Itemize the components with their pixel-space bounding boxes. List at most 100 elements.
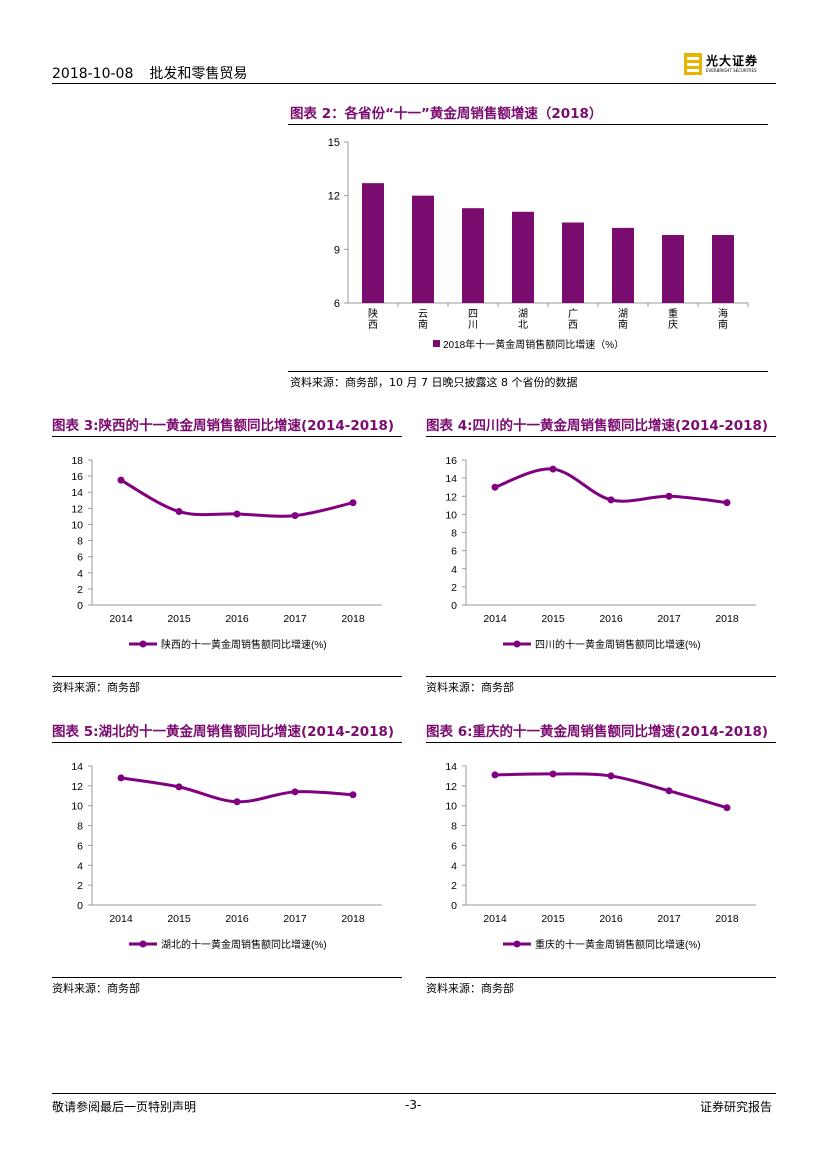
fig3-data-point bbox=[175, 508, 183, 516]
fig6-x-tick-label: 2018 bbox=[715, 913, 739, 925]
fig4-y-tick-label: 6 bbox=[451, 546, 457, 558]
fig2-bottom-rule bbox=[288, 371, 768, 372]
fig2-x-label: 海南 bbox=[718, 307, 728, 331]
fig6-y-tick-label: 6 bbox=[451, 840, 457, 852]
fig3-y-tick-label: 8 bbox=[77, 536, 83, 548]
fig2-bar bbox=[612, 227, 634, 303]
fig5-x-tick-label: 2015 bbox=[167, 913, 191, 925]
fig2-y-tick-label: 6 bbox=[334, 298, 340, 310]
fig5-x-tick-label: 2014 bbox=[109, 913, 133, 925]
fig2-x-label: 湖南 bbox=[618, 308, 628, 331]
fig6-title-rule bbox=[426, 742, 776, 743]
fig4-title: 图表 4:四川的十一黄金周销售额同比增速(2014-2018) bbox=[426, 418, 769, 434]
fig2-x-label: 云南 bbox=[418, 309, 428, 331]
fig6-y-tick-label: 4 bbox=[451, 860, 457, 872]
fig3-data-point bbox=[291, 512, 299, 520]
fig6-y-tick-label: 12 bbox=[445, 781, 457, 793]
fig3-title-rule bbox=[52, 436, 402, 437]
fig3-y-tick-label: 10 bbox=[71, 519, 83, 531]
fig2-bar bbox=[412, 195, 434, 303]
fig5-y-tick-label: 4 bbox=[77, 860, 83, 872]
fig5-chart: 0 2 4 6 8 10 12 14 2014 2015 2016 2017 2018 湖北的十一黄金周销… bbox=[71, 761, 382, 951]
footer-disclaimer: 敬请参阅最后一页特别声明 bbox=[52, 1100, 197, 1114]
fig3-data-point bbox=[233, 510, 241, 518]
fig4-data-point bbox=[665, 492, 673, 500]
fig5-data-point bbox=[117, 774, 125, 782]
fig6-data-point bbox=[549, 770, 557, 778]
header-left: 2018-10-08 批发和零售贸易 bbox=[52, 63, 263, 83]
logo-icon bbox=[684, 53, 702, 75]
fig6-data-point bbox=[491, 771, 499, 779]
fig4-y-tick-label: 16 bbox=[445, 455, 457, 467]
fig6-bottom-rule bbox=[426, 977, 776, 978]
fig5-y-tick-label: 2 bbox=[77, 880, 83, 892]
fig2-legend-label: 2018年十一黄金周销售额同比增速（%） bbox=[443, 338, 624, 351]
fig2-title: 图表 2：各省份“十一”黄金周销售额增速（2018） bbox=[290, 106, 603, 122]
fig2-chart: 6 9 12 15 陕西 云南 四川 湖北 广西 湖南 重庆 海南 2018年十一黄金周销售额同比增速（… bbox=[328, 137, 749, 351]
fig5-legend-label: 湖北的十一黄金周销售额同比增速(%) bbox=[161, 938, 327, 951]
fig4-x-tick-label: 2016 bbox=[599, 613, 623, 625]
fig3-chart: 0 2 4 6 8 10 12 14 16 18 2014 2015 2016 2017 2018 陕西的十一… bbox=[71, 455, 382, 651]
fig2-bar bbox=[512, 211, 534, 303]
fig3-legend-marker bbox=[139, 640, 147, 648]
fig2-y-tick-label: 9 bbox=[334, 244, 340, 256]
fig4-y-tick-label: 0 bbox=[451, 600, 457, 612]
fig6-x-tick-label: 2016 bbox=[599, 913, 623, 925]
fig3-bottom-rule bbox=[52, 676, 402, 677]
fig5-source: 资料来源：商务部 bbox=[52, 982, 140, 995]
fig4-y-tick-label: 4 bbox=[451, 564, 457, 576]
fig4-x-tick-label: 2018 bbox=[715, 613, 739, 625]
fig6-y-tick-label: 10 bbox=[445, 801, 457, 813]
fig5-title: 图表 5:湖北的十一黄金周销售额同比增速(2014-2018) bbox=[52, 724, 395, 740]
fig4-title-rule bbox=[426, 436, 776, 437]
fig5-x-tick-label: 2017 bbox=[283, 913, 307, 925]
fig5-y-tick-label: 14 bbox=[71, 761, 83, 773]
fig4-y-tick-label: 14 bbox=[445, 473, 457, 485]
fig5-x-tick-label: 2018 bbox=[341, 913, 365, 925]
fig2-x-label: 湖北 bbox=[518, 308, 528, 331]
footer-report-type: 证券研究报告 bbox=[700, 1100, 773, 1114]
fig4-bottom-rule bbox=[426, 676, 776, 677]
fig5-y-tick-label: 8 bbox=[77, 821, 83, 833]
fig5-data-point bbox=[175, 783, 183, 791]
fig6-x-tick-label: 2017 bbox=[657, 913, 681, 925]
footer-divider bbox=[52, 1093, 776, 1094]
fig4-chart: 0 2 4 6 8 10 12 14 16 2014 2015 2016 2017 2018 四川的十一黄金… bbox=[445, 455, 756, 651]
fig6-x-tick-label: 2014 bbox=[483, 913, 507, 925]
fig5-data-point bbox=[291, 788, 299, 796]
fig2-bar bbox=[462, 208, 484, 303]
fig6-title: 图表 6:重庆的十一黄金周销售额同比增速(2014-2018) bbox=[426, 724, 769, 740]
fig5-y-tick-label: 12 bbox=[71, 781, 83, 793]
fig6-x-tick-label: 2015 bbox=[541, 913, 565, 925]
fig6-source: 资料来源：商务部 bbox=[426, 982, 514, 995]
report-category: 批发和零售贸易 bbox=[149, 66, 248, 82]
fig3-title: 图表 3:陕西的十一黄金周销售额同比增速(2014-2018) bbox=[52, 418, 395, 434]
fig6-legend-marker bbox=[513, 940, 521, 948]
fig2-x-label: 重庆 bbox=[668, 307, 678, 331]
fig3-x-tick-label: 2014 bbox=[109, 613, 133, 625]
fig2-y-tick-label: 15 bbox=[328, 137, 340, 149]
fig5-title-rule bbox=[52, 742, 402, 743]
fig3-x-tick-label: 2018 bbox=[341, 613, 365, 625]
fig2-source: 资料来源：商务部，10 月 7 日晚只披露这 8 个省份的数据 bbox=[290, 376, 578, 389]
fig2-legend-swatch bbox=[433, 340, 440, 347]
fig5-data-point bbox=[233, 798, 241, 806]
fig2-y-tick-label: 12 bbox=[328, 191, 340, 203]
fig3-y-tick-label: 4 bbox=[77, 568, 83, 580]
fig6-data-point bbox=[723, 804, 731, 812]
fig3-x-tick-label: 2015 bbox=[167, 613, 191, 625]
fig4-y-tick-label: 8 bbox=[451, 528, 457, 540]
brand-logo: 光大证券 EVERBRIGHT SECURITIES bbox=[684, 52, 758, 76]
footer-page-number: -3- bbox=[405, 1098, 422, 1112]
fig6-y-tick-label: 8 bbox=[451, 821, 457, 833]
fig6-legend-label: 重庆的十一黄金周销售额同比增速(%) bbox=[535, 938, 701, 951]
fig2-x-label: 陕西 bbox=[368, 307, 378, 331]
fig6-chart: 0 2 4 6 8 10 12 14 2014 2015 2016 2017 2018 重庆的十一黄金周销… bbox=[445, 761, 756, 951]
fig5-y-tick-label: 6 bbox=[77, 840, 83, 852]
fig4-y-tick-label: 2 bbox=[451, 582, 457, 594]
fig4-y-tick-label: 12 bbox=[445, 491, 457, 503]
fig5-y-tick-label: 0 bbox=[77, 900, 83, 912]
fig4-source: 资料来源：商务部 bbox=[426, 681, 514, 694]
fig3-y-tick-label: 2 bbox=[77, 584, 83, 596]
fig6-y-tick-label: 2 bbox=[451, 880, 457, 892]
